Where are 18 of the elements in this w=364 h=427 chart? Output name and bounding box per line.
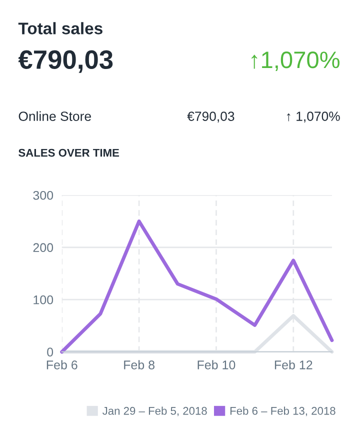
y-tick-label: 100 [34, 295, 54, 304]
text: Online Store [18, 111, 91, 121]
x-tick-label: Feb 12 [274, 360, 312, 370]
y-tick-label: 200 [33, 243, 54, 252]
x-tick-label: Feb 6 [46, 360, 78, 370]
line-series [60, 220, 334, 354]
chart-title: Total sales [18, 22, 102, 34]
y-tick-label: 300 [33, 190, 54, 200]
text: ↑ 1,070% [287, 112, 340, 123]
text: ↑1,070% [252, 52, 340, 72]
legend-label: Feb 6 – Feb 13, 2018 [230, 406, 336, 416]
chart-subtitle: SALES OVER TIME [18, 148, 120, 157]
y-tick-label: 0 [47, 348, 54, 356]
legend-label: Jan 29 – Feb 5, 2018 [102, 406, 207, 416]
x-tick-label: Feb 8 [124, 360, 154, 370]
text: €790,03 [18, 50, 113, 73]
text: €790,03 [187, 112, 234, 123]
x-tick-label: Feb 10 [198, 360, 236, 370]
